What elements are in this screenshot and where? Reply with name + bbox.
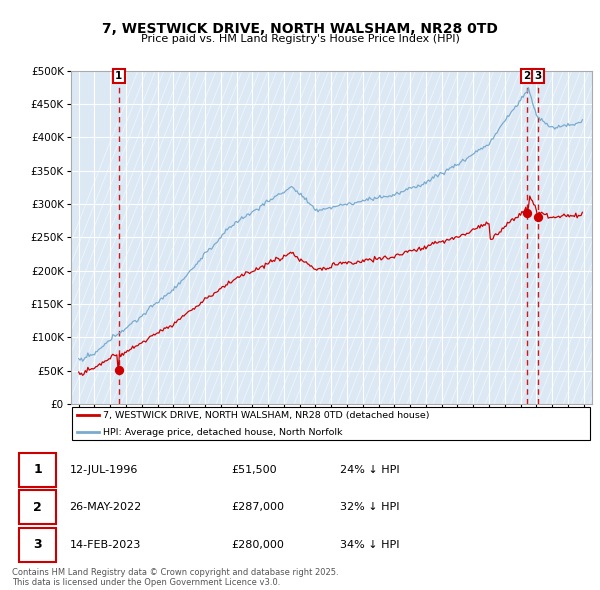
Text: 26-MAY-2022: 26-MAY-2022 <box>70 502 142 512</box>
FancyBboxPatch shape <box>19 527 56 562</box>
Text: 7, WESTWICK DRIVE, NORTH WALSHAM, NR28 0TD (detached house): 7, WESTWICK DRIVE, NORTH WALSHAM, NR28 0… <box>103 411 430 419</box>
Text: £280,000: £280,000 <box>231 540 284 550</box>
Text: 2: 2 <box>523 71 530 81</box>
FancyBboxPatch shape <box>72 407 590 440</box>
Text: 7, WESTWICK DRIVE, NORTH WALSHAM, NR28 0TD: 7, WESTWICK DRIVE, NORTH WALSHAM, NR28 0… <box>102 22 498 37</box>
Point <box>114 365 124 375</box>
Text: £51,500: £51,500 <box>231 464 277 474</box>
Text: HPI: Average price, detached house, North Norfolk: HPI: Average price, detached house, Nort… <box>103 428 343 437</box>
Text: 3: 3 <box>34 538 42 551</box>
Point <box>522 208 532 218</box>
Text: 12-JUL-1996: 12-JUL-1996 <box>70 464 138 474</box>
Text: 14-FEB-2023: 14-FEB-2023 <box>70 540 141 550</box>
Point <box>533 213 543 222</box>
Text: £287,000: £287,000 <box>231 502 284 512</box>
Text: 24% ↓ HPI: 24% ↓ HPI <box>340 464 400 474</box>
Text: Price paid vs. HM Land Registry's House Price Index (HPI): Price paid vs. HM Land Registry's House … <box>140 34 460 44</box>
FancyBboxPatch shape <box>19 453 56 487</box>
Text: 1: 1 <box>115 71 122 81</box>
Text: 32% ↓ HPI: 32% ↓ HPI <box>340 502 400 512</box>
Text: 3: 3 <box>535 71 542 81</box>
Text: 34% ↓ HPI: 34% ↓ HPI <box>340 540 400 550</box>
Text: 2: 2 <box>33 500 42 514</box>
Text: 1: 1 <box>33 463 42 476</box>
Text: Contains HM Land Registry data © Crown copyright and database right 2025.
This d: Contains HM Land Registry data © Crown c… <box>12 568 338 587</box>
FancyBboxPatch shape <box>19 490 56 524</box>
